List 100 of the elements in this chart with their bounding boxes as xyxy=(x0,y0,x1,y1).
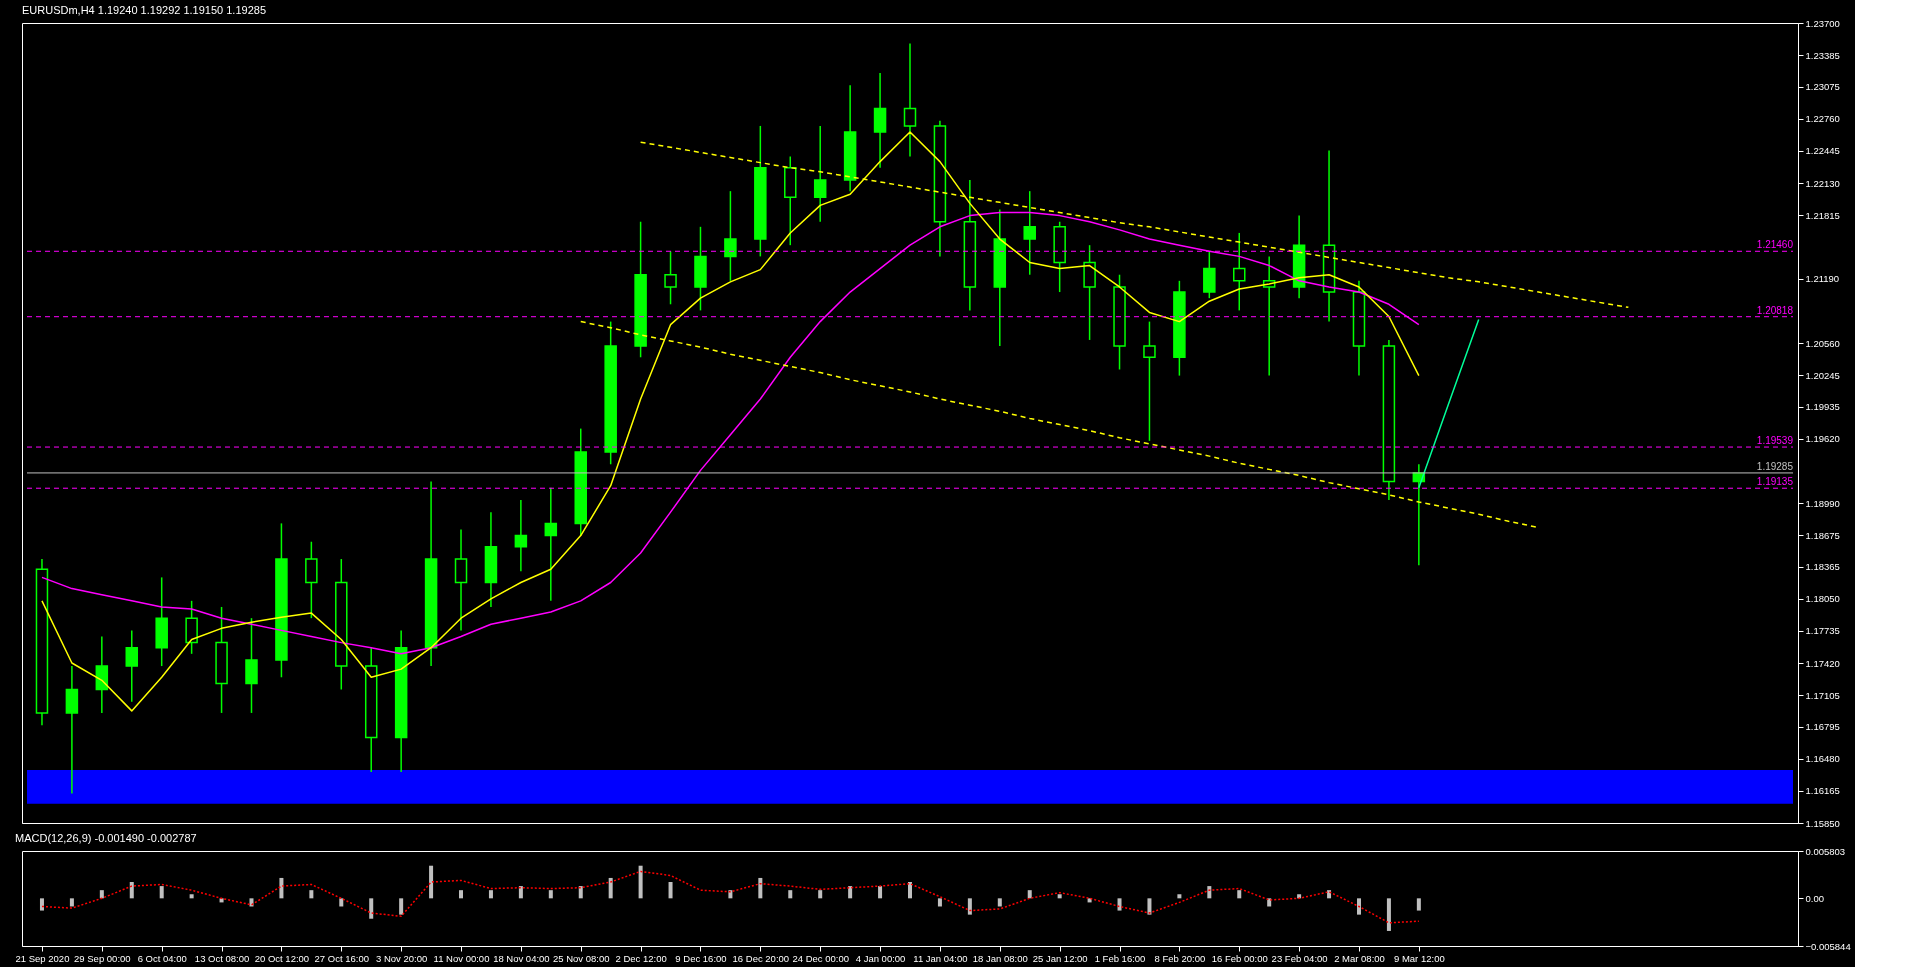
bar xyxy=(997,898,1002,907)
bar xyxy=(1356,898,1361,915)
x-tick-label: 18 Nov 04:00 xyxy=(493,952,550,964)
y-tick-label: 1.23075 xyxy=(1805,81,1840,93)
y-tick-label: −0.005844 xyxy=(1805,940,1851,952)
y-tick-label: 1.18990 xyxy=(1805,497,1840,509)
bar xyxy=(99,890,104,899)
chart-title: EURUSDm,H4 1.19240 1.19292 1.19150 1.19285 xyxy=(22,4,267,16)
bar xyxy=(399,898,404,915)
candlestick xyxy=(873,72,887,169)
bar xyxy=(129,882,134,899)
y-tick-label: 1.21190 xyxy=(1805,273,1840,285)
candlestick xyxy=(1233,232,1246,312)
x-tick-label: 1 Feb 16:00 xyxy=(1094,952,1146,964)
bar xyxy=(1416,898,1421,911)
x-tick-label: 24 Dec 00:00 xyxy=(792,952,849,964)
x-tick-label: 25 Nov 08:00 xyxy=(552,952,610,964)
x-tick-label: 2 Mar 08:00 xyxy=(1334,952,1385,964)
bar xyxy=(788,890,793,899)
y-tick-label: 1.17735 xyxy=(1805,625,1840,637)
candlestick xyxy=(305,540,318,619)
bar xyxy=(339,898,344,907)
x-tick-label: 23 Feb 04:00 xyxy=(1271,952,1328,964)
x-tick-label: 13 Oct 08:00 xyxy=(194,952,250,964)
y-tick-label: 1.19620 xyxy=(1805,433,1840,445)
bar xyxy=(309,890,314,899)
y-tick-label: 1.18365 xyxy=(1805,561,1840,573)
candlestick xyxy=(664,250,677,306)
x-tick-label: 21 Sep 2020 xyxy=(15,952,70,964)
bar xyxy=(758,877,763,899)
x-tick-label: 16 Dec 20:00 xyxy=(732,952,790,964)
candlestick xyxy=(454,528,468,632)
candlestick xyxy=(514,499,528,573)
x-tick-label: 9 Dec 16:00 xyxy=(675,952,727,964)
y-tick-label: 1.22760 xyxy=(1805,113,1840,125)
bar xyxy=(937,898,942,907)
candlestick xyxy=(245,617,258,714)
y-tick-label: 1.18050 xyxy=(1805,593,1840,605)
candlestick xyxy=(1023,190,1036,276)
bar xyxy=(159,886,164,899)
y-tick-label: 1.15850 xyxy=(1805,817,1840,829)
candlestick xyxy=(1203,250,1216,299)
bar xyxy=(1027,890,1032,899)
bar xyxy=(1386,898,1391,931)
bar xyxy=(608,877,613,899)
y-tick-label: 1.16165 xyxy=(1805,785,1840,797)
bar xyxy=(878,886,883,899)
bar xyxy=(1177,894,1182,899)
bar xyxy=(1207,886,1212,899)
line-series xyxy=(41,870,1420,924)
bar xyxy=(1117,898,1122,911)
x-tick-label: 6 Oct 04:00 xyxy=(137,952,187,964)
bar xyxy=(1057,894,1062,899)
x-tick-label: 9 Mar 12:00 xyxy=(1394,952,1445,964)
y-tick-label: 1.17420 xyxy=(1805,657,1840,669)
y-tick-label: 1.20245 xyxy=(1805,369,1840,381)
bar xyxy=(967,898,972,915)
y-tick-label: 1.16480 xyxy=(1805,753,1840,765)
y-tick-label: 1.21815 xyxy=(1805,209,1840,221)
candlestick xyxy=(1143,320,1156,442)
x-tick-label: 8 Feb 20:00 xyxy=(1154,952,1206,964)
x-tick-label: 4 Jan 00:00 xyxy=(855,952,906,964)
bar xyxy=(638,865,643,899)
bar xyxy=(518,886,523,899)
x-tick-label: 27 Oct 16:00 xyxy=(314,952,369,964)
x-tick-label: 3 Nov 20:00 xyxy=(376,952,428,964)
bar xyxy=(369,898,374,919)
candlestick xyxy=(125,629,139,703)
candlestick xyxy=(903,42,917,158)
chart-title: MACD(12,26,9) -0.001490 -0.002787 xyxy=(15,832,197,844)
bar xyxy=(548,890,553,899)
y-tick-label: 1.16795 xyxy=(1805,721,1840,733)
bar xyxy=(279,877,284,899)
x-tick-label: 2 Dec 12:00 xyxy=(615,952,667,964)
ref-line-label: 1.19539 xyxy=(1756,435,1794,447)
y-tick-label: 0.005803 xyxy=(1805,845,1846,857)
ref-line-label: 1.20818 xyxy=(1756,304,1794,316)
y-tick-label: 1.19935 xyxy=(1805,401,1840,413)
y-tick-label: 1.17105 xyxy=(1805,689,1840,701)
bar xyxy=(1237,890,1242,899)
bar xyxy=(459,890,464,899)
candlestick xyxy=(544,486,558,602)
bar xyxy=(69,898,74,907)
bar xyxy=(189,894,194,899)
bar xyxy=(488,890,493,899)
bar xyxy=(848,886,853,899)
x-tick-label: 20 Oct 12:00 xyxy=(254,952,310,964)
bar xyxy=(39,898,44,911)
ref-line-label: 1.21460 xyxy=(1756,239,1794,251)
candlestick xyxy=(65,665,79,795)
bar xyxy=(908,882,912,899)
bar xyxy=(818,890,823,899)
candlestick xyxy=(95,635,109,714)
bar xyxy=(429,865,434,899)
y-tick-label: 0.00 xyxy=(1805,892,1824,904)
ref-line-label: 1.19285 xyxy=(1756,460,1794,472)
y-tick-label: 1.22130 xyxy=(1805,177,1840,189)
x-tick-label: 18 Jan 08:00 xyxy=(972,952,1028,964)
y-tick-label: 1.22445 xyxy=(1805,145,1840,157)
x-tick-label: 16 Feb 00:00 xyxy=(1211,952,1268,964)
